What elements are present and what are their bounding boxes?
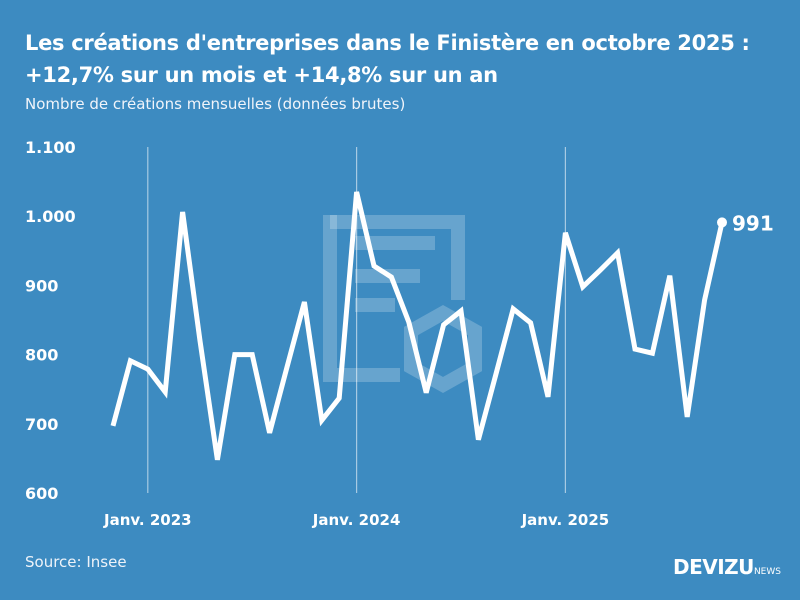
x-tick-label: Janv. 2024: [312, 511, 401, 529]
series-line: [110, 191, 725, 461]
last-data-point: [717, 217, 727, 228]
source-note: Source: Insee: [25, 553, 127, 571]
logo-main: DEVIZU: [673, 555, 754, 579]
logo-suffix: NEWS: [753, 567, 781, 577]
y-tick-label: 700: [25, 415, 58, 434]
y-tick-label: 600: [25, 484, 58, 503]
chart-title: Les créations d'entreprises dans le Fini…: [25, 31, 750, 87]
x-tick-label: Janv. 2025: [521, 511, 610, 529]
devizu-logo: DEVIZUNEWS: [673, 555, 781, 579]
y-tick-label: 800: [25, 346, 58, 365]
chart-subtitle: Nombre de créations mensuelles (données …: [25, 95, 406, 113]
y-tick-label: 1.100: [25, 138, 76, 157]
y-tick-label: 900: [25, 276, 58, 295]
x-tick-label: Janv. 2023: [103, 511, 192, 529]
y-tick-label: 1.000: [25, 207, 76, 226]
last-value-label: 991: [732, 211, 774, 235]
